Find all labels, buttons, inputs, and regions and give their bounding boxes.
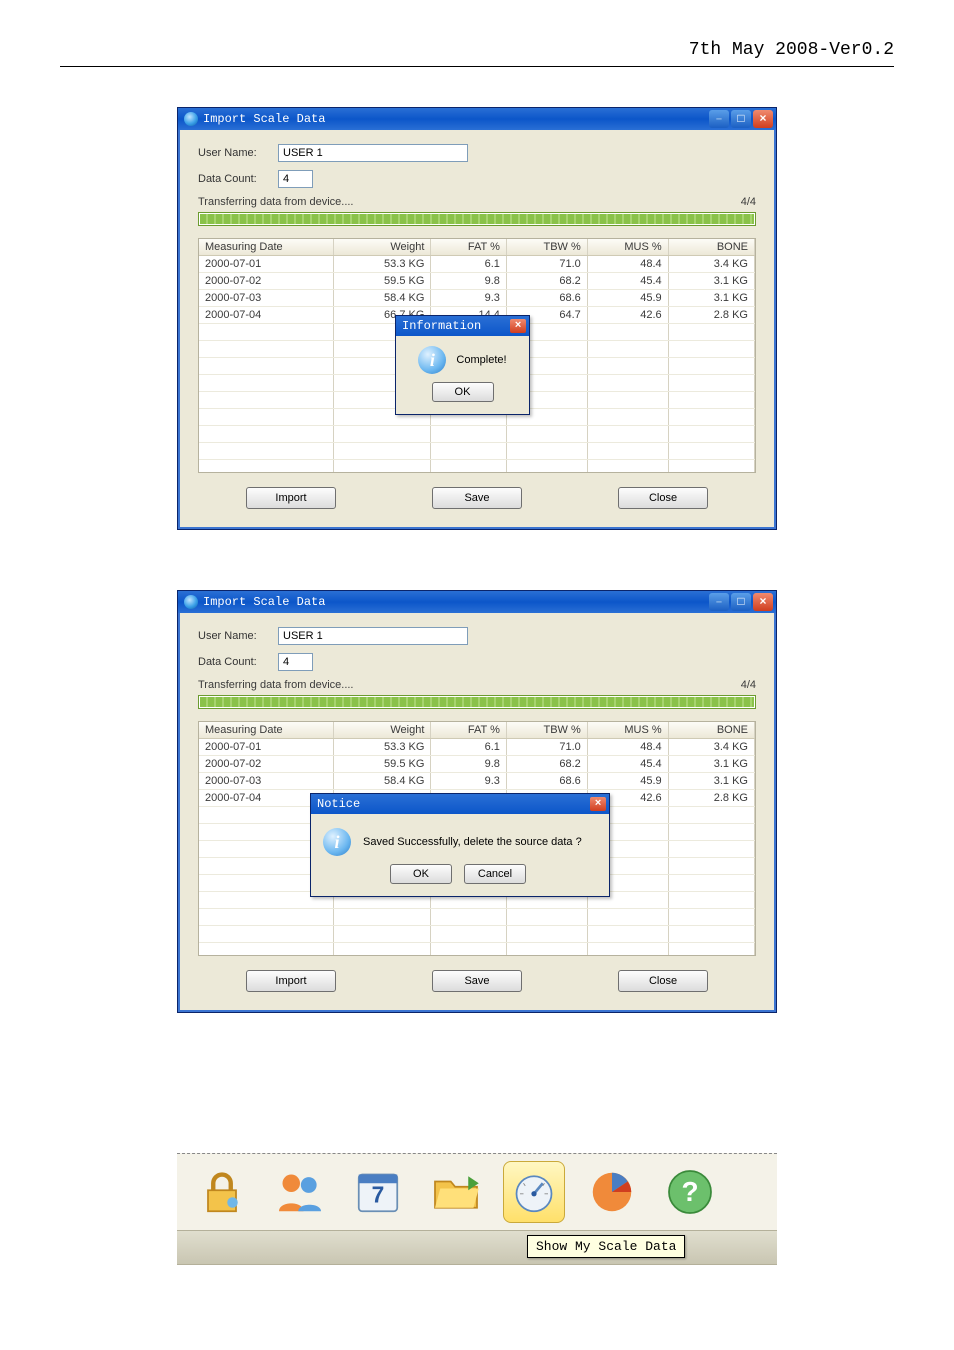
username-input[interactable]	[278, 627, 468, 645]
datacount-input[interactable]	[278, 653, 313, 671]
column-header[interactable]: MUS %	[587, 722, 668, 739]
app-icon	[184, 112, 198, 126]
progress-counter: 4/4	[741, 679, 756, 691]
lock-icon[interactable]	[191, 1161, 253, 1223]
progress-bar	[198, 212, 756, 226]
folder-open-icon[interactable]	[425, 1161, 487, 1223]
dialog-cancel-button[interactable]: Cancel	[464, 864, 526, 884]
column-header[interactable]: Weight	[334, 722, 431, 739]
window-title: Import Scale Data	[203, 595, 709, 609]
username-label: User Name:	[198, 630, 278, 642]
close-button[interactable]: Close	[618, 970, 708, 992]
dialog-close-icon[interactable]: ×	[510, 319, 526, 333]
toolbar-section: 7 ? Show My Scale Data	[177, 1153, 777, 1265]
users-icon[interactable]	[269, 1161, 331, 1223]
dialog-message: Saved Successfully, delete the source da…	[363, 836, 582, 848]
table-row	[199, 943, 755, 957]
toolbar: 7 ?	[177, 1153, 777, 1231]
datacount-label: Data Count:	[198, 656, 278, 668]
column-header[interactable]: FAT %	[431, 722, 507, 739]
info-icon: i	[323, 828, 351, 856]
save-button[interactable]: Save	[432, 970, 522, 992]
column-header[interactable]: Weight	[334, 239, 431, 256]
dialog-title: Notice	[317, 797, 360, 811]
close-button[interactable]: Close	[618, 487, 708, 509]
dialog-ok-button[interactable]: OK	[432, 382, 494, 402]
column-header[interactable]: BONE	[668, 722, 754, 739]
import-scale-data-window-1: Import Scale Data – □ × User Name: Data …	[177, 107, 777, 530]
page-header: 7th May 2008-Ver0.2	[60, 40, 894, 67]
minimize-button[interactable]: –	[709, 593, 729, 611]
info-icon: i	[418, 346, 446, 374]
datacount-input[interactable]	[278, 170, 313, 188]
table-row[interactable]: 2000-07-0358.4 KG9.368.645.93.1 KG	[199, 773, 755, 790]
import-button[interactable]: Import	[246, 487, 336, 509]
window-close-button[interactable]: ×	[753, 593, 773, 611]
minimize-button[interactable]: –	[709, 110, 729, 128]
table-row[interactable]: 2000-07-0259.5 KG9.868.245.43.1 KG	[199, 273, 755, 290]
svg-text:?: ?	[681, 1176, 698, 1207]
column-header[interactable]: FAT %	[431, 239, 507, 256]
username-label: User Name:	[198, 147, 278, 159]
dialog-message: Complete!	[456, 354, 506, 366]
app-icon	[184, 595, 198, 609]
datacount-label: Data Count:	[198, 173, 278, 185]
column-header[interactable]: Measuring Date	[199, 722, 334, 739]
tooltip: Show My Scale Data	[527, 1235, 685, 1258]
notice-dialog: Notice × i Saved Successfully, delete th…	[310, 793, 610, 897]
column-header[interactable]: MUS %	[587, 239, 668, 256]
username-input[interactable]	[278, 144, 468, 162]
svg-text:7: 7	[372, 1182, 385, 1208]
dialog-ok-button[interactable]: OK	[390, 864, 452, 884]
help-icon[interactable]: ?	[659, 1161, 721, 1223]
import-button[interactable]: Import	[246, 970, 336, 992]
save-button[interactable]: Save	[432, 487, 522, 509]
transfer-status-text: Transferring data from device....	[198, 196, 354, 208]
table-row[interactable]: 2000-07-0259.5 KG9.868.245.43.1 KG	[199, 756, 755, 773]
table-row[interactable]: 2000-07-0153.3 KG6.171.048.43.4 KG	[199, 739, 755, 756]
tooltip-area: Show My Scale Data	[177, 1231, 777, 1265]
column-header[interactable]: BONE	[668, 239, 754, 256]
table-row[interactable]: 2000-07-0358.4 KG9.368.645.93.1 KG	[199, 290, 755, 307]
titlebar[interactable]: Import Scale Data – □ ×	[178, 591, 776, 613]
table-row	[199, 926, 755, 943]
import-scale-data-window-2: Import Scale Data – □ × User Name: Data …	[177, 590, 777, 1013]
table-row	[199, 460, 755, 474]
column-header[interactable]: Measuring Date	[199, 239, 334, 256]
progress-counter: 4/4	[741, 196, 756, 208]
column-header[interactable]: TBW %	[506, 239, 587, 256]
table-row	[199, 426, 755, 443]
maximize-button[interactable]: □	[731, 593, 751, 611]
chart-icon[interactable]	[581, 1161, 643, 1223]
calendar-icon[interactable]: 7	[347, 1161, 409, 1223]
progress-bar	[198, 695, 756, 709]
table-row	[199, 443, 755, 460]
table-row	[199, 909, 755, 926]
column-header[interactable]: TBW %	[506, 722, 587, 739]
dialog-title: Information	[402, 319, 481, 333]
maximize-button[interactable]: □	[731, 110, 751, 128]
dialog-close-icon[interactable]: ×	[590, 797, 606, 811]
transfer-status-text: Transferring data from device....	[198, 679, 354, 691]
window-title: Import Scale Data	[203, 112, 709, 126]
window-close-button[interactable]: ×	[753, 110, 773, 128]
table-row[interactable]: 2000-07-0153.3 KG6.171.048.43.4 KG	[199, 256, 755, 273]
titlebar[interactable]: Import Scale Data – □ ×	[178, 108, 776, 130]
scale-data-icon[interactable]	[503, 1161, 565, 1223]
information-dialog: Information × i Complete! OK	[395, 315, 530, 415]
